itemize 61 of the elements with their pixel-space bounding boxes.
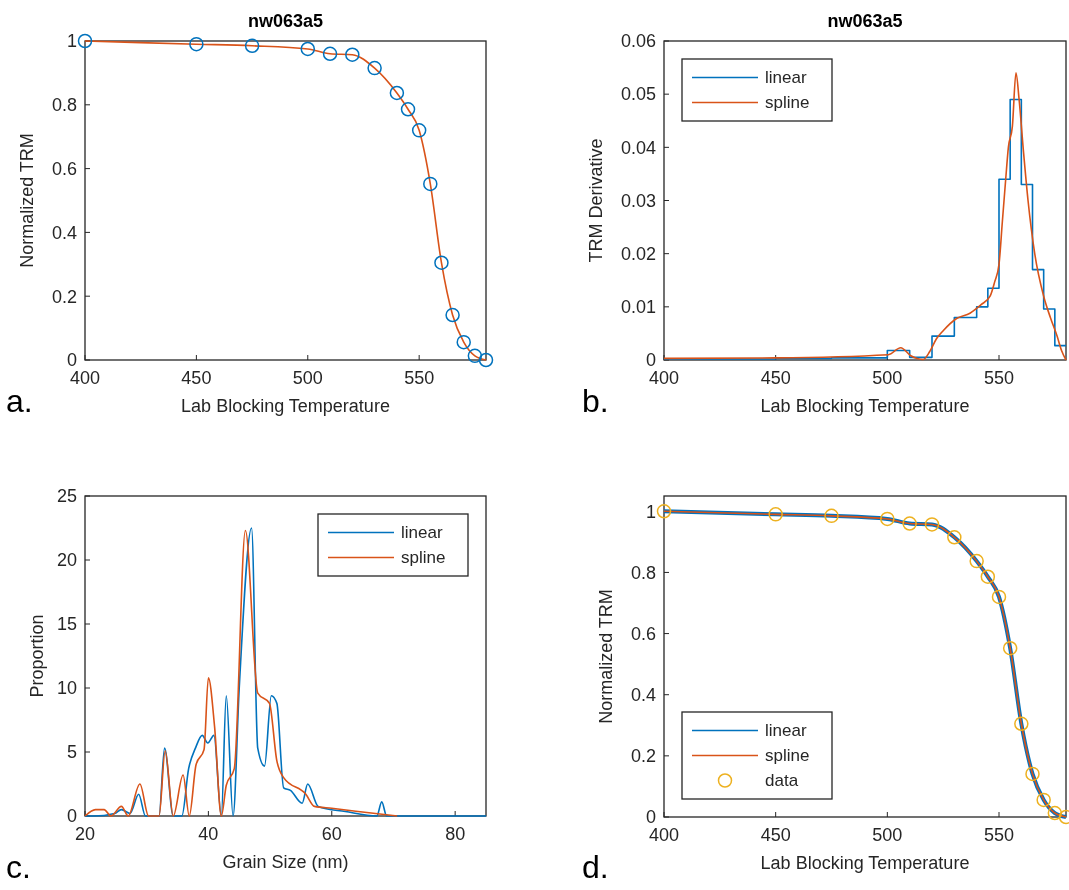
x-tick-label: 550 (983, 825, 1015, 845)
x-tick-label: 60 (321, 824, 342, 844)
x-tick-label: 400 (69, 368, 101, 388)
x-tick-label: 500 (872, 825, 903, 845)
y-tick-label: 0.01 (620, 297, 656, 318)
y-tick-label: 5 (66, 742, 77, 763)
y-tick-label: 0.2 (630, 746, 656, 767)
legend-label: linear (765, 721, 807, 741)
y-tick-label: 20 (56, 550, 77, 571)
x-axis-title: Grain Size (nm) (222, 852, 349, 872)
y-tick-label: 0.05 (620, 84, 656, 105)
chart-title: nw063a5 (247, 11, 324, 31)
y-tick-label: 0.03 (620, 190, 656, 211)
x-axis-title: Lab Blocking Temperature (181, 396, 390, 416)
y-axis-title: Normalized TRM (17, 133, 37, 268)
y-tick-label: 1 (645, 501, 656, 522)
x-tick-label: 550 (404, 368, 435, 388)
y-tick-label: 0.6 (630, 623, 656, 644)
chart-title: nw063a5 (827, 11, 903, 31)
y-tick-label: 0.06 (620, 31, 656, 52)
text: c. (6, 849, 31, 885)
x-tick-label: 450 (760, 825, 791, 845)
y-tick-label: 0.6 (51, 158, 77, 179)
x-tick-label: 500 (292, 368, 323, 388)
y-tick-label: 0 (66, 350, 77, 371)
y-tick-label: 15 (56, 614, 77, 635)
y-tick-label: 0 (645, 350, 656, 371)
legend-label: linear (765, 68, 807, 88)
legend-label: spline (401, 548, 446, 568)
text: b. (582, 383, 609, 419)
x-tick-label: 500 (872, 368, 903, 388)
y-axis-title: Normalized TRM (596, 589, 616, 724)
x-tick-label: 450 (181, 368, 212, 388)
x-tick-label: 40 (198, 824, 219, 844)
y-tick-label: 0.8 (630, 562, 656, 583)
x-tick-label: 450 (760, 368, 791, 388)
y-tick-label: 0.04 (620, 137, 656, 158)
x-tick-label: 400 (648, 825, 680, 845)
text: a. (6, 383, 33, 419)
x-tick-label: 80 (445, 824, 466, 844)
x-tick-label: 400 (648, 368, 680, 388)
y-tick-label: 0.4 (630, 685, 656, 706)
y-tick-label: 10 (56, 678, 77, 699)
y-tick-label: 0.02 (620, 243, 656, 264)
legend-label: linear (401, 523, 443, 543)
y-tick-label: 0 (645, 807, 656, 828)
x-axis-title: Lab Blocking Temperature (760, 396, 970, 416)
y-axis-title: TRM Derivative (586, 138, 606, 263)
legend-label: spline (765, 93, 810, 113)
text: d. (582, 849, 609, 885)
y-tick-label: 0.2 (51, 286, 77, 307)
y-tick-label: 1 (66, 31, 77, 52)
x-axis-title: Lab Blocking Temperature (760, 853, 970, 873)
y-axis-title: Proportion (27, 614, 47, 698)
y-tick-label: 0 (66, 806, 77, 827)
y-tick-label: 25 (56, 486, 77, 507)
y-tick-label: 0.8 (51, 95, 77, 116)
y-tick-label: 0.4 (51, 222, 77, 243)
legend-label: spline (765, 746, 810, 766)
x-tick-label: 550 (983, 368, 1015, 388)
legend-label: data (765, 771, 799, 791)
